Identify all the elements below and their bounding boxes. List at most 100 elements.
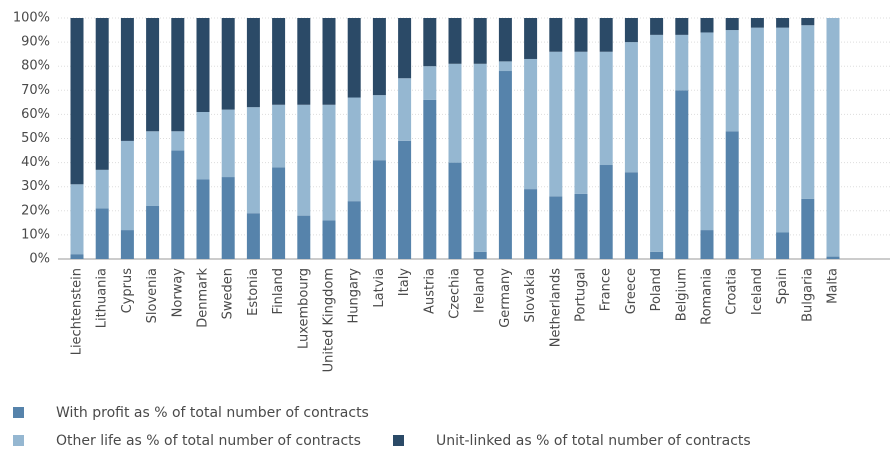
bar-segment (423, 18, 437, 67)
y-tick-label: 20% (21, 203, 50, 218)
x-tick-label: Cyprus (120, 268, 135, 314)
bar-segment (372, 95, 386, 161)
x-tick-label: United Kingdom (322, 268, 337, 372)
bar-segment (549, 18, 563, 52)
bar-segment (524, 18, 538, 59)
x-tick-label: Netherlands (548, 268, 563, 347)
bar-segment (221, 18, 235, 110)
bar-segment (70, 18, 84, 185)
bar-segment (498, 61, 512, 72)
bar-segment (750, 27, 764, 259)
bar-segment (120, 230, 134, 259)
legend: With profit as % of total number of cont… (13, 405, 751, 449)
bar-segment (221, 177, 235, 259)
bar-segment (322, 220, 336, 259)
bar-segment (146, 18, 160, 132)
legend-swatch (13, 435, 24, 446)
bar-segment (725, 30, 739, 132)
bar-segment (246, 107, 260, 214)
y-tick-label: 100% (13, 11, 50, 26)
bar-segment (624, 172, 638, 259)
bar-segment (448, 18, 462, 64)
x-tick-label: Denmark (196, 268, 211, 328)
bar-segment (624, 18, 638, 43)
x-tick-label: Slovakia (523, 268, 538, 323)
x-tick-label: Spain (775, 268, 790, 304)
x-tick-label: Austria (422, 268, 437, 314)
bar-segment (750, 18, 764, 28)
bar-segment (776, 27, 790, 233)
bar-segment (599, 18, 613, 52)
y-tick-label: 80% (21, 59, 50, 74)
x-tick-label: Czechia (448, 268, 463, 319)
x-tick-label: France (599, 268, 614, 311)
x-tick-label: Belgium (674, 268, 689, 321)
legend-swatch (13, 407, 24, 418)
bar-segment (95, 18, 109, 170)
x-tick-label: Iceland (750, 268, 765, 315)
y-tick-label: 0% (29, 252, 50, 267)
bar-segment (574, 18, 588, 52)
bar-segment (624, 42, 638, 173)
bar-segment (120, 140, 134, 231)
bar-segment (650, 18, 664, 35)
y-tick-label: 60% (21, 107, 50, 122)
bar-segment (196, 18, 210, 112)
bar-segment (398, 140, 412, 259)
bar-segment (322, 104, 336, 221)
bar-segment (473, 18, 487, 64)
bar-segment (398, 18, 412, 79)
x-tick-label: Croatia (725, 268, 740, 315)
x-tick-label: Norway (170, 268, 185, 318)
x-tick-label: Liechtenstein (70, 268, 85, 355)
x-tick-label: Estonia (246, 268, 261, 316)
bar-segment (675, 34, 689, 91)
x-tick-label: Slovenia (145, 268, 160, 323)
bar-segment (146, 205, 160, 259)
legend-label: Unit-linked as % of total number of cont… (436, 433, 751, 449)
bar-segment (448, 162, 462, 259)
bar-segment (221, 109, 235, 178)
legend-swatch (393, 435, 404, 446)
y-tick-label: 40% (21, 155, 50, 170)
legend-label: Other life as % of total number of contr… (56, 433, 361, 449)
x-tick-label: Sweden (221, 268, 236, 319)
bar-segment (70, 184, 84, 255)
bar-segment (272, 18, 286, 105)
bar-segment (498, 71, 512, 260)
bar-segment (498, 18, 512, 62)
bar-segment (650, 251, 664, 259)
x-tick-label: Hungary (347, 268, 362, 324)
bar-segment (700, 32, 714, 231)
bar-segment (347, 18, 361, 98)
x-tick-label: Ireland (473, 268, 488, 313)
bar-segment (398, 78, 412, 141)
bar-segment (650, 34, 664, 252)
bar-segment (423, 66, 437, 100)
x-tick-label: Finland (271, 268, 286, 314)
bar-segment (776, 232, 790, 259)
bar-segment (549, 51, 563, 197)
bar-segment (675, 18, 689, 35)
x-tick-label: Portugal (574, 268, 589, 322)
x-tick-label: Malta (826, 268, 841, 304)
bar-segment (372, 18, 386, 96)
x-tick-label: Luxembourg (296, 268, 311, 349)
bar-segment (826, 256, 840, 259)
bar-segment (246, 213, 260, 259)
y-tick-label: 90% (21, 35, 50, 50)
bar-segment (146, 131, 160, 206)
bar-segment (700, 230, 714, 259)
bar-segment (599, 165, 613, 259)
bar-segment (700, 18, 714, 33)
bar-segment (347, 201, 361, 259)
bar-segment (776, 18, 790, 28)
bar-segment (549, 196, 563, 259)
x-tick-label: Italy (397, 268, 412, 297)
bar-segment (171, 131, 185, 151)
bar-segment (423, 99, 437, 259)
bar-segment (171, 150, 185, 259)
bar-segment (196, 179, 210, 259)
bar-segment (524, 189, 538, 259)
